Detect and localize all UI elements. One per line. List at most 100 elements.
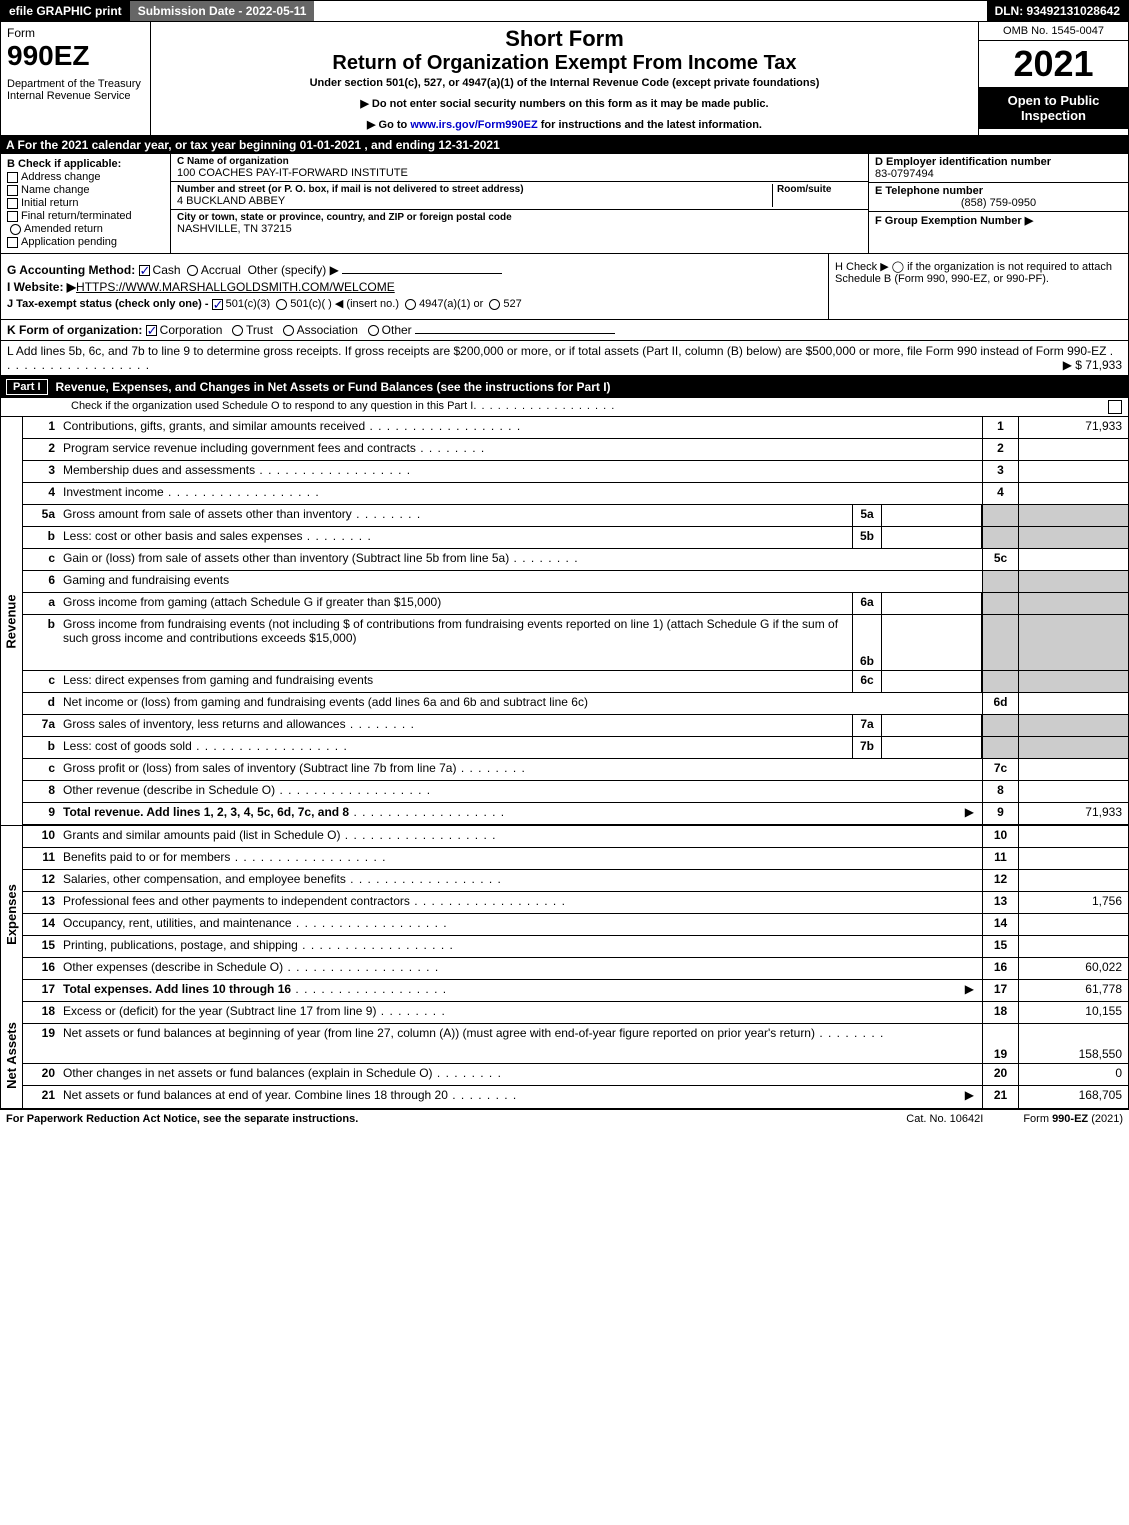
- chk-501c[interactable]: [276, 299, 287, 310]
- revenue-sidelabel: Revenue: [1, 417, 23, 825]
- addr-label: Number and street (or P. O. box, if mail…: [177, 184, 772, 195]
- website-value[interactable]: HTTPS://WWW.MARSHALLGOLDSMITH.COM/WELCOM…: [76, 280, 395, 294]
- chk-501c3[interactable]: [212, 299, 223, 310]
- line-13: 13Professional fees and other payments t…: [23, 892, 1128, 914]
- form-header: Form 990EZ Department of the Treasury In…: [0, 22, 1129, 136]
- footer-formref: Form 990-EZ (2021): [1023, 1113, 1123, 1125]
- chk-cash[interactable]: [139, 265, 150, 276]
- form-number: 990EZ: [7, 40, 144, 72]
- efile-label[interactable]: efile GRAPHIC print: [1, 1, 130, 21]
- chk-accrual[interactable]: [187, 265, 198, 276]
- chk-association[interactable]: [283, 325, 294, 336]
- netassets-sidelabel: Net Assets: [1, 1002, 23, 1108]
- website-line: I Website: ▶HTTPS://WWW.MARSHALLGOLDSMIT…: [7, 280, 822, 294]
- line-3: 3Membership dues and assessments3: [23, 461, 1128, 483]
- val-18: 10,155: [1018, 1002, 1128, 1023]
- line-8: 8Other revenue (describe in Schedule O)8: [23, 781, 1128, 803]
- expenses-grid: Expenses 10Grants and similar amounts pa…: [0, 825, 1129, 1002]
- val-13: 1,756: [1018, 892, 1128, 913]
- line-16: 16Other expenses (describe in Schedule O…: [23, 958, 1128, 980]
- ein-label: D Employer identification number: [875, 156, 1122, 168]
- part1-tag: Part I: [6, 379, 48, 395]
- chk-schedule-o[interactable]: [1108, 400, 1122, 414]
- val-20: 0: [1018, 1064, 1128, 1085]
- block-gh: G Accounting Method: Cash Accrual Other …: [0, 254, 1129, 320]
- chk-address-change[interactable]: Address change: [7, 171, 164, 183]
- val-19: 158,550: [1018, 1024, 1128, 1063]
- col-b-header: B Check if applicable:: [7, 158, 164, 170]
- header-left: Form 990EZ Department of the Treasury In…: [1, 22, 151, 135]
- org-city: NASHVILLE, TN 37215: [177, 223, 862, 235]
- netassets-grid: Net Assets 18Excess or (deficit) for the…: [0, 1002, 1129, 1109]
- line-6c: cLess: direct expenses from gaming and f…: [23, 671, 1128, 693]
- line-12: 12Salaries, other compensation, and empl…: [23, 870, 1128, 892]
- chk-527[interactable]: [489, 299, 500, 310]
- gross-receipts-value: ▶ $ 71,933: [1063, 358, 1122, 372]
- val-1: 71,933: [1018, 417, 1128, 438]
- line-17: 17Total expenses. Add lines 10 through 1…: [23, 980, 1128, 1002]
- part1-header: Part I Revenue, Expenses, and Changes in…: [0, 376, 1129, 398]
- irs-link[interactable]: www.irs.gov/Form990EZ: [410, 119, 537, 131]
- dln-label: DLN: 93492131028642: [987, 1, 1128, 21]
- chk-initial-return[interactable]: Initial return: [7, 197, 164, 209]
- col-c-org: C Name of organization 100 COACHES PAY-I…: [171, 154, 868, 253]
- tax-exempt-line: J Tax-exempt status (check only one) - 5…: [7, 297, 822, 310]
- ein-value: 83-0797494: [875, 168, 1122, 180]
- line-15: 15Printing, publications, postage, and s…: [23, 936, 1128, 958]
- expenses-sidelabel: Expenses: [1, 826, 23, 1002]
- header-mid: Short Form Return of Organization Exempt…: [151, 22, 978, 135]
- city-label: City or town, state or province, country…: [177, 212, 862, 223]
- val-17: 61,778: [1018, 980, 1128, 1001]
- chk-amended[interactable]: Amended return: [7, 223, 164, 235]
- line-18: 18Excess or (deficit) for the year (Subt…: [23, 1002, 1128, 1024]
- part1-title: Revenue, Expenses, and Changes in Net As…: [56, 380, 611, 394]
- phone-value: (858) 759-0950: [875, 197, 1122, 209]
- org-name-label: C Name of organization: [177, 156, 862, 167]
- footer-left: For Paperwork Reduction Act Notice, see …: [6, 1113, 358, 1125]
- row-l: L Add lines 5b, 6c, and 7b to line 9 to …: [0, 341, 1129, 376]
- block-bcdef: B Check if applicable: Address change Na…: [0, 154, 1129, 254]
- chk-trust[interactable]: [232, 325, 243, 336]
- line-5a: 5aGross amount from sale of assets other…: [23, 505, 1128, 527]
- chk-corporation[interactable]: [146, 325, 157, 336]
- line-5c: cGain or (loss) from sale of assets othe…: [23, 549, 1128, 571]
- org-name: 100 COACHES PAY-IT-FORWARD INSTITUTE: [177, 167, 862, 179]
- col-def: D Employer identification number 83-0797…: [868, 154, 1128, 253]
- top-bar: efile GRAPHIC print Submission Date - 20…: [0, 0, 1129, 22]
- note-ssn: ▶ Do not enter social security numbers o…: [161, 97, 968, 110]
- chk-name-change[interactable]: Name change: [7, 184, 164, 196]
- row-a-period: A For the 2021 calendar year, or tax yea…: [0, 136, 1129, 154]
- line-7c: cGross profit or (loss) from sales of in…: [23, 759, 1128, 781]
- val-21: 168,705: [1018, 1086, 1128, 1108]
- line-6b: bGross income from fundraising events (n…: [23, 615, 1128, 671]
- line-5b: bLess: cost or other basis and sales exp…: [23, 527, 1128, 549]
- footer-catno: Cat. No. 10642I: [906, 1113, 983, 1125]
- chk-other-org[interactable]: [368, 325, 379, 336]
- line-1: 1Contributions, gifts, grants, and simil…: [23, 417, 1128, 439]
- chk-final-return[interactable]: Final return/terminated: [7, 210, 164, 222]
- col-b-checkboxes: B Check if applicable: Address change Na…: [1, 154, 171, 253]
- row-k: K Form of organization: Corporation Trus…: [0, 320, 1129, 341]
- submission-date: Submission Date - 2022-05-11: [130, 1, 315, 21]
- line-7b: bLess: cost of goods sold7b: [23, 737, 1128, 759]
- chk-4947[interactable]: [405, 299, 416, 310]
- line-20: 20Other changes in net assets or fund ba…: [23, 1064, 1128, 1086]
- group-exempt-label: F Group Exemption Number ▶: [875, 214, 1122, 227]
- accounting-method: G Accounting Method: Cash Accrual Other …: [7, 263, 822, 277]
- val-9: 71,933: [1018, 803, 1128, 824]
- page-footer: For Paperwork Reduction Act Notice, see …: [0, 1109, 1129, 1128]
- val-16: 60,022: [1018, 958, 1128, 979]
- line-6a: aGross income from gaming (attach Schedu…: [23, 593, 1128, 615]
- col-h-schedule-b: H Check ▶ ◯ if the organization is not r…: [828, 254, 1128, 319]
- line-19: 19Net assets or fund balances at beginni…: [23, 1024, 1128, 1064]
- subtitle: Under section 501(c), 527, or 4947(a)(1)…: [161, 77, 968, 89]
- note-link: ▶ Go to www.irs.gov/Form990EZ for instru…: [161, 118, 968, 131]
- line-10: 10Grants and similar amounts paid (list …: [23, 826, 1128, 848]
- org-address: 4 BUCKLAND ABBEY: [177, 195, 772, 207]
- line-11: 11Benefits paid to or for members11: [23, 848, 1128, 870]
- chk-pending[interactable]: Application pending: [7, 236, 164, 248]
- part1-sub: Check if the organization used Schedule …: [0, 398, 1129, 417]
- form-word: Form: [7, 26, 144, 40]
- line-6: 6Gaming and fundraising events: [23, 571, 1128, 593]
- short-form-title: Short Form: [161, 26, 968, 52]
